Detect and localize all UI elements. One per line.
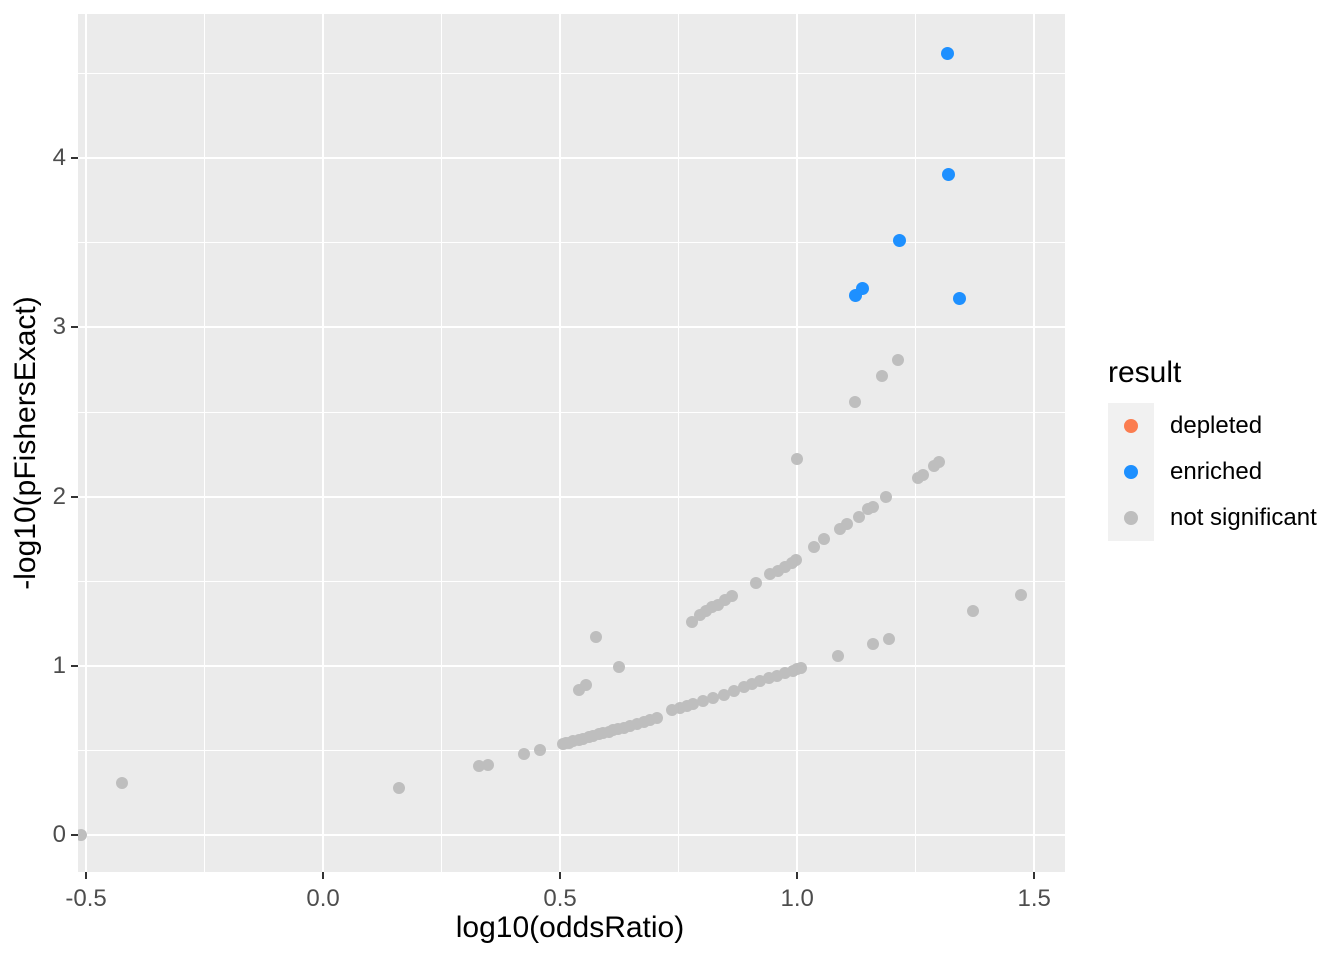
data-point-not-significant [115,776,128,789]
y-minor-gridline [78,580,1065,582]
y-minor-gridline [78,411,1065,413]
data-point-not-significant [534,744,547,756]
data-point-not-significant [794,661,807,674]
y-major-gridline [78,664,1065,667]
x-minor-gridline [678,14,680,872]
x-tick-mark [85,872,88,879]
data-point-not-significant [916,468,929,481]
data-point-enriched [941,168,955,182]
data-point-not-significant [791,452,804,465]
data-point-not-significant [882,632,895,645]
y-major-gridline [78,326,1065,329]
data-point-not-significant [589,630,602,643]
legend-item-enriched: enriched [1108,449,1317,495]
data-point-not-significant [966,604,979,617]
legend-item-label: enriched [1170,458,1263,485]
data-point-enriched [892,234,906,248]
legend-key [1108,495,1154,541]
data-point-not-significant [78,828,88,841]
data-point-not-significant [580,678,593,691]
data-point-not-significant [790,553,803,566]
legend-title: result [1108,356,1182,389]
x-tick-mark [1033,872,1036,879]
legend-item-label: not significant [1170,504,1317,531]
y-tick-label: 1 [52,651,66,679]
legend-item-label: depleted [1170,412,1263,439]
data-point-not-significant [517,748,530,761]
legend-item-not-significant: not significant [1108,495,1317,541]
y-tick-mark [71,495,78,498]
x-tick-mark [559,872,562,879]
data-point-not-significant [808,540,821,553]
data-point-not-significant [697,694,710,707]
y-major-gridline [78,833,1065,836]
x-tick-label: 0.5 [543,885,577,912]
depleted-dot-icon [1124,419,1138,433]
data-point-not-significant [481,758,494,771]
not-significant-dot-icon [1124,511,1138,525]
y-tick-label: 2 [52,482,66,510]
y-tick-mark [71,833,78,836]
enriched-dot-icon [1124,465,1138,479]
data-point-not-significant [749,577,762,589]
data-point-not-significant [717,688,730,701]
data-point-not-significant [613,660,626,673]
data-point-not-significant [687,698,700,711]
x-major-gridline [796,14,799,872]
x-major-gridline [85,14,88,872]
y-minor-gridline [78,242,1065,244]
x-tick-label: 0.0 [306,885,340,912]
data-point-not-significant [818,532,831,545]
legend-key [1108,403,1154,449]
y-axis-title: -log10(pFishersExact) [9,296,42,590]
x-tick-label: 1.0 [780,885,814,912]
y-minor-gridline [78,749,1065,751]
y-tick-mark [71,326,78,329]
legend-item-depleted: depleted [1108,403,1317,449]
y-major-gridline [78,495,1065,498]
x-tick-mark [322,872,325,879]
data-point-not-significant [849,395,861,408]
legend-key [1108,449,1154,495]
data-point-not-significant [840,518,853,530]
x-tick-label: -0.5 [65,885,107,912]
x-major-gridline [322,14,325,872]
data-point-enriched [952,291,966,305]
data-point-not-significant [876,370,888,383]
data-point-not-significant [852,511,865,524]
data-point-not-significant [650,711,663,724]
x-tick-mark [796,872,799,879]
x-minor-gridline [915,14,917,872]
data-point-not-significant [892,354,905,366]
data-point-not-significant [1014,589,1027,601]
x-minor-gridline [204,14,206,872]
data-point-not-significant [707,692,720,705]
data-point-not-significant [727,684,740,697]
data-point-not-significant [392,781,405,794]
data-point-not-significant [867,500,879,513]
data-point-not-significant [866,638,879,651]
data-point-not-significant [879,490,892,503]
data-point-not-significant [933,456,946,469]
plot-panel [78,14,1065,872]
x-major-gridline [559,14,562,872]
y-tick-label: 4 [52,144,66,172]
x-tick-label: 1.5 [1017,885,1051,912]
y-major-gridline [78,157,1065,160]
x-axis-title: log10(oddsRatio) [455,911,685,944]
data-point-enriched [855,282,869,296]
y-tick-label: 0 [52,820,66,848]
data-point-not-significant [832,650,845,663]
legend: result depleted enriched not significant [1108,356,1317,541]
data-point-enriched [941,46,955,60]
x-minor-gridline [441,14,443,872]
y-minor-gridline [78,73,1065,75]
y-tick-mark [71,157,78,160]
y-tick-label: 3 [52,313,66,341]
y-tick-mark [71,664,78,667]
data-point-not-significant [725,589,738,602]
x-major-gridline [1033,14,1036,872]
